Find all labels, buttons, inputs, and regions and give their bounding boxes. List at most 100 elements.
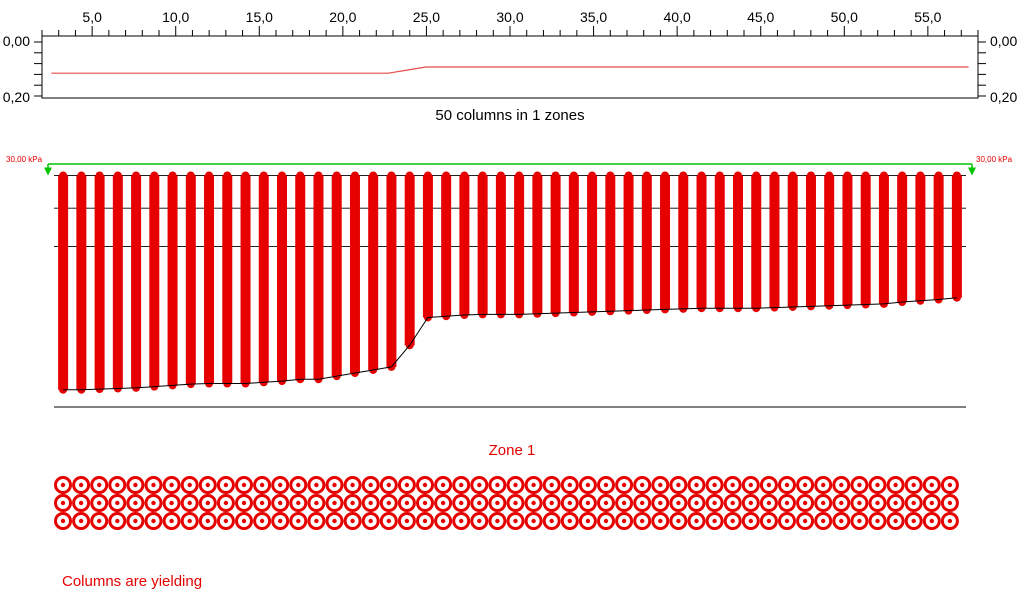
column-cap — [314, 171, 322, 179]
column-plan-icon — [599, 478, 614, 493]
x-tick-label: 5,0 — [82, 9, 102, 25]
column-plan-icon — [942, 514, 957, 529]
column-cap — [625, 171, 633, 179]
zone-label: Zone 1 — [489, 442, 536, 459]
x-tick-label: 20,0 — [329, 9, 356, 25]
column-cap — [570, 171, 578, 179]
column-plan-icon — [635, 514, 650, 529]
column-plan-icon — [345, 478, 360, 493]
column-cap — [114, 171, 122, 179]
column-plan-icon — [56, 514, 71, 529]
column-plan-icon — [164, 496, 179, 511]
column-plan-icon — [146, 478, 161, 493]
column-cap — [789, 171, 797, 179]
column-plan-icon — [74, 514, 89, 529]
column-plan-icon — [707, 478, 722, 493]
column-plan-icon — [363, 478, 378, 493]
column-cap — [497, 171, 505, 179]
column-plan-icon — [816, 514, 831, 529]
column-cap — [150, 171, 158, 179]
column-plan-icon — [255, 478, 270, 493]
column-plan-icon — [816, 496, 831, 511]
column-plan-icon — [490, 496, 505, 511]
column-cap — [533, 171, 541, 179]
column-plan-icon — [761, 496, 776, 511]
column-plan-icon — [309, 496, 324, 511]
column-cap — [588, 171, 596, 179]
column-plan-icon — [834, 514, 849, 529]
column-cap — [825, 171, 833, 179]
column-cap — [187, 171, 195, 179]
column-plan-icon — [725, 478, 740, 493]
column-plan-icon — [92, 478, 107, 493]
column-cap — [916, 171, 924, 179]
column-plan-icon — [472, 478, 487, 493]
column-plan-icon — [399, 514, 414, 529]
column-plan-icon — [942, 496, 957, 511]
column-plan-icon — [128, 514, 143, 529]
column-plan-icon — [599, 514, 614, 529]
column-plan-icon — [761, 514, 776, 529]
column-plan-icon — [508, 496, 523, 511]
load-value-right: 30,00 kPa — [976, 155, 1013, 164]
column-cap — [552, 171, 560, 179]
column-plan-icon — [544, 478, 559, 493]
column-plan-icon — [110, 496, 125, 511]
settlement-chart: 5,010,015,020,025,030,035,040,045,050,05… — [3, 9, 1018, 124]
y-right-label: 0,00 — [990, 33, 1017, 49]
column-cap — [752, 171, 760, 179]
column-plan-icon — [689, 496, 704, 511]
column-plan-icon — [653, 514, 668, 529]
y-left-label: 0,00 — [3, 33, 30, 49]
column-plan-icon — [218, 514, 233, 529]
chart-subtitle: 50 columns in 1 zones — [435, 107, 584, 124]
column-plan-icon — [164, 514, 179, 529]
column-plan-icon — [309, 478, 324, 493]
column-plan-icon — [544, 496, 559, 511]
column-plan-icon — [200, 496, 215, 511]
column-plan-icon — [92, 514, 107, 529]
x-tick-label: 40,0 — [664, 9, 691, 25]
column-cap — [862, 171, 870, 179]
column-cap — [606, 171, 614, 179]
column-cap — [770, 171, 778, 179]
column-plan-icon — [798, 496, 813, 511]
column-plan-icon — [906, 496, 921, 511]
column-cap — [442, 171, 450, 179]
column-cap — [679, 171, 687, 179]
column-cap — [460, 171, 468, 179]
column-cap — [515, 171, 523, 179]
column-plan-icon — [454, 514, 469, 529]
column-plan-icon — [237, 514, 252, 529]
column-cap — [479, 171, 487, 179]
column-plan-icon — [454, 478, 469, 493]
column-plan-icon — [653, 496, 668, 511]
column-plan-icon — [780, 514, 795, 529]
column-plan-icon — [798, 514, 813, 529]
column-plan-icon — [635, 496, 650, 511]
column-cap — [843, 171, 851, 179]
x-tick-label: 30,0 — [496, 9, 523, 25]
column-plan-icon — [924, 478, 939, 493]
x-tick-label: 10,0 — [162, 9, 189, 25]
column-plan-icon — [327, 514, 342, 529]
column-plan-icon — [906, 514, 921, 529]
column-plan-icon — [436, 514, 451, 529]
column-plan-icon — [472, 514, 487, 529]
column-plan-icon — [761, 478, 776, 493]
column-plan-icon — [128, 478, 143, 493]
column-cap — [406, 171, 414, 179]
column-plan-icon — [291, 496, 306, 511]
column-plan-icon — [309, 514, 324, 529]
column-plan-icon — [562, 514, 577, 529]
column-plan-icon — [363, 496, 378, 511]
column-plan-icon — [526, 478, 541, 493]
column-plan-icon — [671, 496, 686, 511]
column-plan-icon — [888, 496, 903, 511]
column-plan-icon — [888, 514, 903, 529]
columns-group — [59, 171, 961, 393]
column-plan-icon — [852, 496, 867, 511]
column-plan-icon — [273, 478, 288, 493]
column-plan-icon — [237, 496, 252, 511]
column-plan-icon — [381, 514, 396, 529]
